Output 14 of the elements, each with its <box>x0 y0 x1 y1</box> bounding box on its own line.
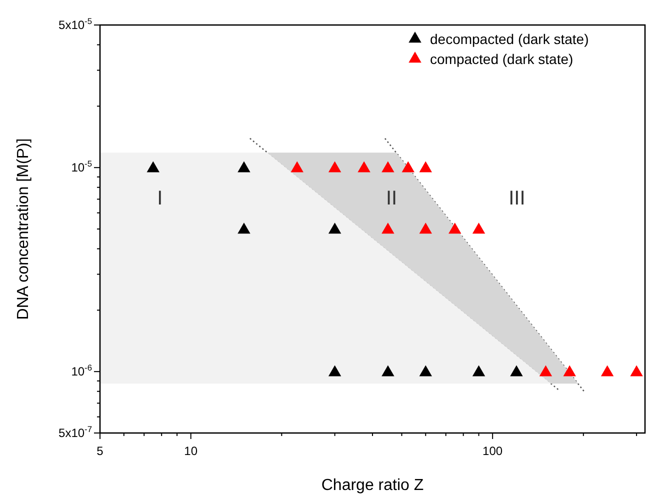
annotation: II <box>386 188 398 210</box>
x-axis-title: Charge ratio Z <box>321 477 424 494</box>
legend-label: decompacted (dark state) <box>430 31 589 47</box>
x-tick-label: 5 <box>96 444 104 458</box>
legend-label: compacted (dark state) <box>430 51 574 67</box>
annotation: III <box>508 188 526 210</box>
y-tick-label: 10$^{-6}$ <box>71 362 92 379</box>
x-tick-label: 10 <box>184 444 198 458</box>
y-tick-label: 5x10$^{-7}$ <box>58 424 92 440</box>
y-tick-label: 5x10$^{-5}$ <box>58 16 92 32</box>
annotation: I <box>157 188 163 210</box>
y-axis-title: DNA concentration [M(P)] <box>15 138 32 320</box>
y-tick-label: 10$^{-5}$ <box>71 158 92 175</box>
x-tick-label: 100 <box>482 444 503 458</box>
